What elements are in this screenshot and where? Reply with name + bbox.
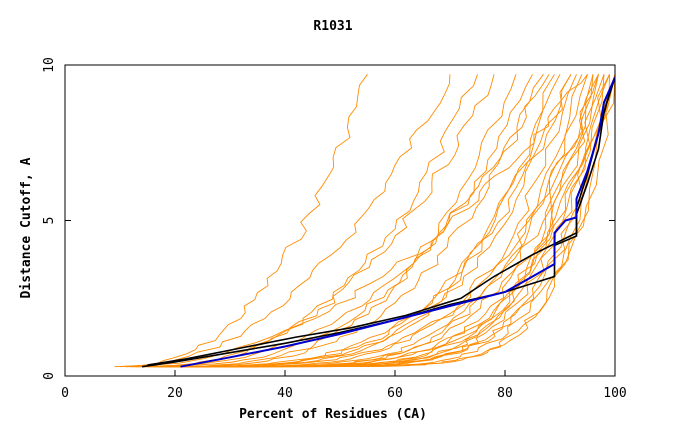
orange-series-line	[158, 74, 577, 368]
x-tick-label: 100	[603, 386, 626, 401]
orange-series-line	[191, 74, 594, 368]
x-tick-label: 60	[387, 386, 403, 401]
black-series-line	[141, 77, 615, 368]
x-tick-label: 80	[497, 386, 513, 401]
x-axis-label: Percent of Residues (CA)	[239, 407, 427, 422]
orange-series-group	[114, 74, 615, 368]
highlight-series-group	[141, 76, 615, 368]
plot-area	[114, 74, 615, 368]
y-tick-label: 0	[42, 372, 57, 380]
black-series-line	[147, 77, 615, 366]
x-tick-label: 0	[61, 386, 69, 401]
y-axis-label: Distance Cutoff, A	[19, 157, 34, 298]
blue-series-line	[180, 76, 615, 368]
orange-series-line	[164, 74, 610, 368]
orange-series-line	[175, 74, 610, 368]
orange-series-line	[147, 74, 572, 368]
orange-series-line	[125, 74, 599, 368]
orange-series-line	[136, 74, 550, 368]
x-tick-label: 20	[167, 386, 183, 401]
orange-series-line	[119, 74, 451, 368]
orange-series-line	[158, 74, 588, 368]
chart-title: R1031	[313, 19, 352, 34]
orange-series-line	[141, 74, 517, 368]
orange-series-line	[136, 74, 572, 368]
orange-series-line	[152, 74, 544, 368]
y-axis-ticks: 0 5 10	[42, 57, 615, 380]
y-tick-label: 10	[42, 57, 57, 73]
orange-series-line	[125, 74, 588, 368]
orange-series-line	[130, 74, 533, 368]
y-tick-label: 5	[42, 217, 57, 225]
orange-series-line	[153, 74, 555, 368]
x-tick-label: 40	[277, 386, 293, 401]
orange-series-line	[180, 74, 599, 368]
orange-series-line	[175, 74, 615, 368]
orange-series-line	[197, 74, 605, 368]
orange-series-line	[147, 74, 561, 368]
x-axis-ticks: 0 20 40 60 80 100	[61, 370, 627, 401]
orange-series-line	[114, 74, 368, 368]
